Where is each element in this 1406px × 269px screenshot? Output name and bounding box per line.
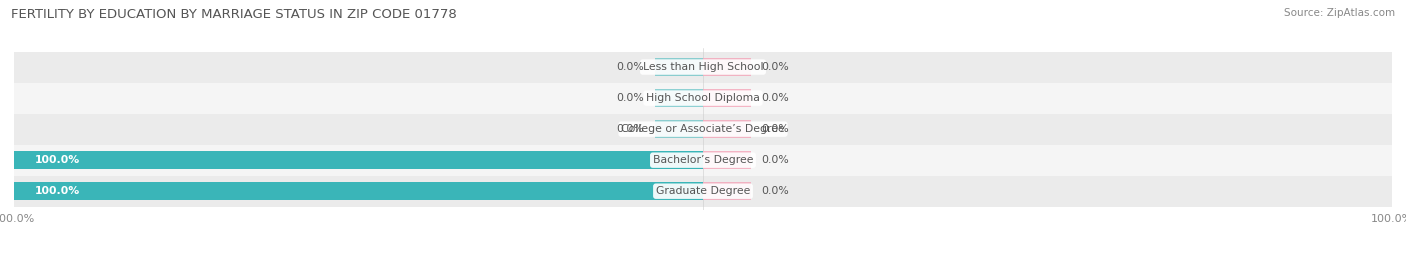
Bar [14,151,703,169]
Bar [14,145,1392,176]
Legend: Married, Unmarried: Married, Unmarried [623,266,783,269]
Text: 0.0%: 0.0% [762,155,789,165]
Text: 0.0%: 0.0% [762,93,789,103]
Bar [14,83,1392,114]
Bar [14,52,1392,83]
Bar [14,114,1392,145]
Text: 0.0%: 0.0% [617,124,644,134]
Bar [14,182,703,200]
Text: 0.0%: 0.0% [617,62,644,72]
Text: 0.0%: 0.0% [762,62,789,72]
Bar [703,120,751,138]
Bar [703,89,751,107]
Text: Bachelor’s Degree: Bachelor’s Degree [652,155,754,165]
Bar [703,151,751,169]
Text: 0.0%: 0.0% [762,186,789,196]
Bar [703,58,751,76]
Bar [655,89,703,107]
Text: High School Diploma: High School Diploma [647,93,759,103]
Text: 0.0%: 0.0% [617,93,644,103]
Text: 100.0%: 100.0% [35,186,80,196]
Text: 100.0%: 100.0% [35,155,80,165]
Bar [655,120,703,138]
Text: Less than High School: Less than High School [643,62,763,72]
Bar [655,58,703,76]
Text: Graduate Degree: Graduate Degree [655,186,751,196]
Text: College or Associate’s Degree: College or Associate’s Degree [621,124,785,134]
Text: Source: ZipAtlas.com: Source: ZipAtlas.com [1284,8,1395,18]
Bar [703,182,751,200]
Text: FERTILITY BY EDUCATION BY MARRIAGE STATUS IN ZIP CODE 01778: FERTILITY BY EDUCATION BY MARRIAGE STATU… [11,8,457,21]
Bar [14,176,1392,207]
Text: 0.0%: 0.0% [762,124,789,134]
